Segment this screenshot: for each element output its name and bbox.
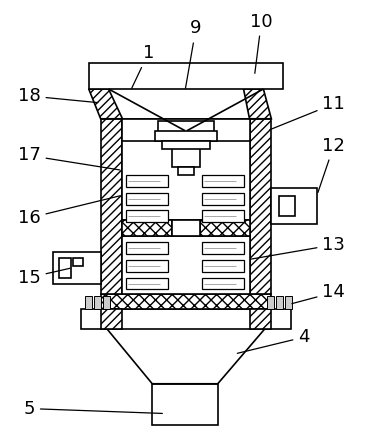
Bar xyxy=(249,119,271,294)
Bar xyxy=(53,252,101,283)
Bar xyxy=(202,278,244,290)
Bar xyxy=(202,175,244,187)
Bar xyxy=(101,294,271,309)
Bar xyxy=(94,297,101,309)
Text: 15: 15 xyxy=(18,268,70,286)
Bar xyxy=(123,119,249,294)
Bar xyxy=(172,220,200,236)
Text: 12: 12 xyxy=(318,136,345,193)
Bar xyxy=(81,309,291,329)
Bar xyxy=(127,260,168,271)
Text: 1: 1 xyxy=(132,44,154,88)
Text: 9: 9 xyxy=(186,19,202,88)
Polygon shape xyxy=(244,89,271,119)
Bar xyxy=(202,210,244,222)
Bar xyxy=(202,242,244,254)
Bar xyxy=(123,220,172,236)
Bar xyxy=(127,210,168,222)
Bar xyxy=(127,175,168,187)
Bar xyxy=(202,260,244,271)
Bar xyxy=(279,196,295,216)
Bar xyxy=(178,167,194,175)
Text: 11: 11 xyxy=(270,95,345,130)
Bar xyxy=(123,119,249,141)
Bar xyxy=(158,121,214,133)
Bar xyxy=(127,278,168,290)
Text: 13: 13 xyxy=(250,236,345,259)
Text: 14: 14 xyxy=(292,283,345,304)
Text: 4: 4 xyxy=(237,328,310,353)
Bar xyxy=(103,297,110,309)
Bar xyxy=(127,242,168,254)
Bar xyxy=(268,297,274,309)
Bar xyxy=(200,220,249,236)
Bar xyxy=(101,119,123,294)
Text: 5: 5 xyxy=(23,400,162,418)
Bar xyxy=(73,258,83,266)
Bar xyxy=(85,297,92,309)
Bar xyxy=(271,188,317,224)
Bar xyxy=(152,384,218,425)
Bar xyxy=(202,193,244,205)
Text: 17: 17 xyxy=(18,147,120,170)
Bar xyxy=(127,193,168,205)
Bar xyxy=(285,297,292,309)
Bar xyxy=(101,309,123,329)
Bar xyxy=(162,141,210,149)
Polygon shape xyxy=(101,321,271,384)
Bar xyxy=(123,220,249,236)
Bar xyxy=(89,63,283,89)
Bar xyxy=(172,133,200,167)
Bar xyxy=(59,258,71,278)
Text: 18: 18 xyxy=(18,87,98,105)
Bar xyxy=(155,131,217,141)
Text: 10: 10 xyxy=(250,12,273,73)
Bar xyxy=(276,297,283,309)
Polygon shape xyxy=(89,89,123,119)
Bar xyxy=(249,309,271,329)
Text: 16: 16 xyxy=(18,196,120,227)
